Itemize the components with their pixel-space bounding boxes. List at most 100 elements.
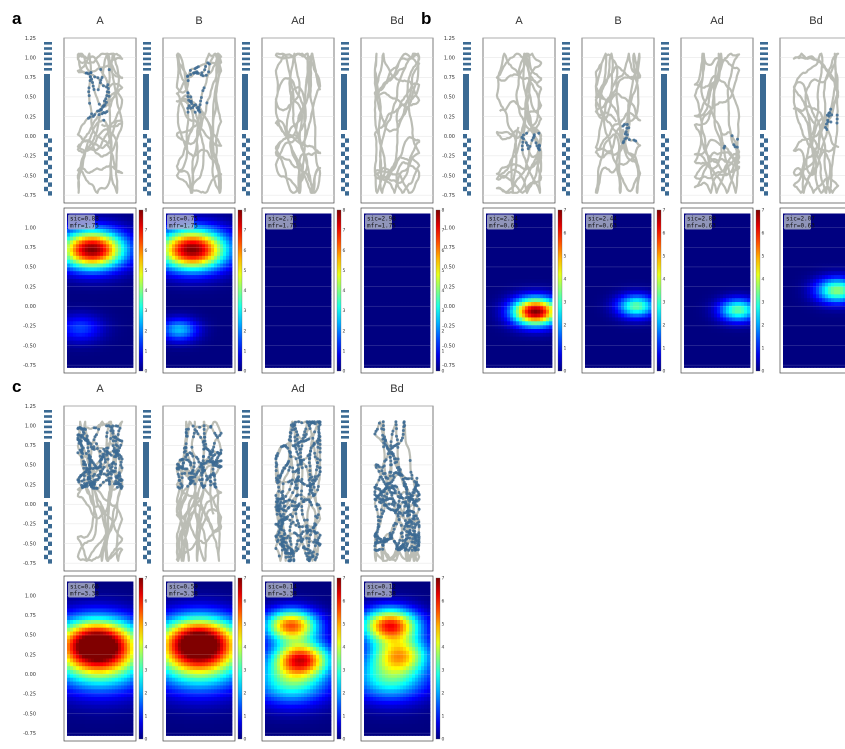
heatmap-cell <box>501 232 505 237</box>
heatmap-cell <box>391 294 395 299</box>
heatmap-cell <box>612 221 616 226</box>
heatmap-cell <box>88 236 92 241</box>
sidebar-tick <box>242 68 250 71</box>
sidebar-check <box>341 178 345 183</box>
heatmap-cell <box>85 275 89 280</box>
heatmap-cell <box>328 363 332 368</box>
heatmap-cell <box>193 213 197 218</box>
heatmap-cell <box>307 244 311 249</box>
heatmap-cell <box>498 282 502 288</box>
heatmap-cell <box>313 232 317 237</box>
heatmap-cell <box>229 329 233 334</box>
colorbar-tick-label: 5 <box>145 268 148 274</box>
colorbar-tick-label: 8 <box>343 208 346 214</box>
heatmap-cell <box>265 355 269 361</box>
heatmap-cell <box>115 244 119 249</box>
heatmap-cell <box>316 275 320 280</box>
heatmap-cell <box>507 228 511 234</box>
heatmap-cell <box>385 321 389 326</box>
heatmap-cell <box>528 271 532 276</box>
heatmap-cell <box>67 290 71 295</box>
heatmap-cell <box>214 213 218 218</box>
heatmap-cell <box>265 282 269 288</box>
y-tick-label: 0.25 <box>444 114 455 120</box>
heatmap-cell <box>510 267 514 272</box>
sidebar-check <box>463 160 467 165</box>
heatmap-cell <box>205 267 209 272</box>
heatmap-cell <box>531 252 535 257</box>
heatmap-cell <box>486 290 490 295</box>
heatmap-cell <box>543 313 547 318</box>
heatmap-cell <box>127 228 131 234</box>
heatmap-cell <box>421 263 425 268</box>
heatmap-cell <box>489 344 493 349</box>
heatmap-cell <box>495 240 499 245</box>
heatmap-cell <box>70 244 74 249</box>
heatmap-cell <box>130 217 134 222</box>
heatmap-cell <box>486 259 490 264</box>
heatmap-cell <box>367 348 371 353</box>
heatmap-cell <box>115 294 119 299</box>
heatmap-cell <box>274 294 278 299</box>
heatmap-cell <box>274 359 278 365</box>
heatmap-cell <box>229 298 233 303</box>
heatmap-cell <box>394 286 398 291</box>
heatmap-cell <box>94 232 98 237</box>
heatmap-cell <box>199 286 203 291</box>
heatmap-cell <box>418 240 422 245</box>
heatmap-cell <box>205 228 209 234</box>
heatmap-cell <box>190 232 194 237</box>
heatmap-cell <box>268 236 272 241</box>
heatmap-cell <box>220 255 224 261</box>
heatmap-cell <box>519 325 523 330</box>
heatmap-cell <box>301 336 305 341</box>
heatmap-cell <box>537 259 541 264</box>
heatmap-cell <box>310 309 314 314</box>
heatmap-cell <box>501 240 505 245</box>
heatmap-cell <box>172 259 176 264</box>
heatmap-cell <box>648 213 652 218</box>
heatmap-cell <box>82 278 86 284</box>
heatmap-cell <box>103 213 107 218</box>
heatmap-cell <box>367 267 371 272</box>
heatmap-cell <box>268 244 272 249</box>
heatmap-cell <box>489 313 493 318</box>
heatmap-cell <box>181 363 185 368</box>
y-tick-label: 0.75 <box>25 75 36 81</box>
heatmap-cell <box>397 259 401 264</box>
heatmap-cell <box>124 278 128 284</box>
heatmap-cell <box>199 309 203 314</box>
heatmap-cell <box>489 321 493 326</box>
heatmap-cell <box>187 352 191 357</box>
heatmap-cell <box>400 329 404 334</box>
heatmap-cell <box>229 267 233 272</box>
heatmap-cell <box>286 298 290 303</box>
heatmap-cell <box>415 298 419 303</box>
y-tick-label: -0.50 <box>442 173 455 179</box>
heatmap-cell <box>379 352 383 357</box>
heatmap-cell <box>265 352 269 357</box>
heatmap-cell <box>82 255 86 261</box>
spike-point <box>88 101 92 105</box>
heatmap-cell <box>190 290 194 295</box>
sidebar-check <box>562 151 566 156</box>
heatmap-cell <box>307 290 311 295</box>
spike-point <box>532 133 536 137</box>
heatmap-cell <box>196 228 200 234</box>
heatmap-cell <box>175 286 179 291</box>
heatmap-cell <box>214 359 218 365</box>
heatmap-cell <box>385 236 389 241</box>
heatmap-cell <box>283 348 287 353</box>
heatmap-cell <box>549 317 553 322</box>
heatmap-cell <box>175 344 179 349</box>
subplot-title: Ad <box>291 15 304 27</box>
heatmap-cell <box>516 355 520 361</box>
heatmap-cell <box>531 348 535 353</box>
heatmap-cell <box>513 344 517 349</box>
heatmap-cell <box>373 282 377 288</box>
heatmap-cell <box>277 228 281 234</box>
heatmap-cell <box>91 355 95 361</box>
heatmap-cell <box>495 325 499 330</box>
heatmap-cell <box>630 217 634 222</box>
heatmap-cell <box>406 302 410 307</box>
